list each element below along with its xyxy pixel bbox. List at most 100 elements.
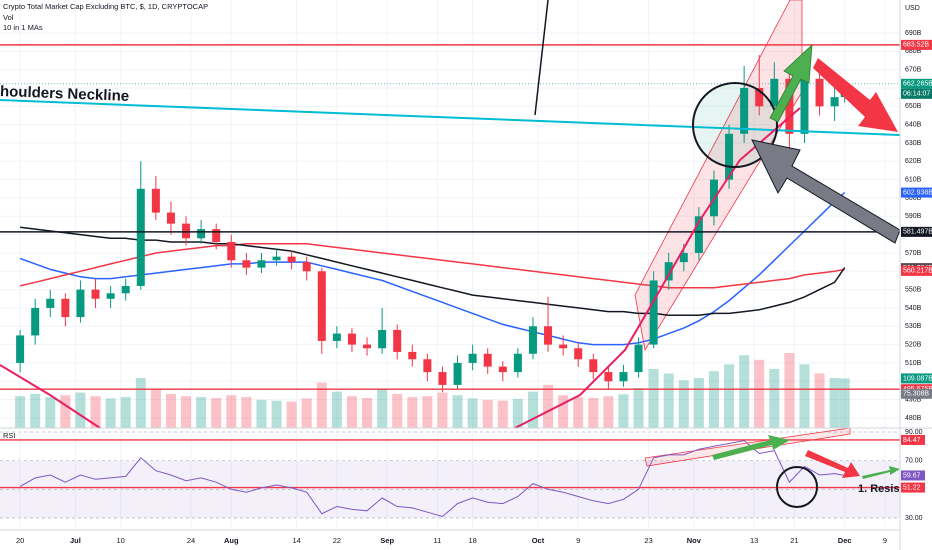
volume-bar	[839, 378, 850, 428]
y-tick-label: 490B	[905, 396, 922, 403]
candle-body	[61, 298, 70, 318]
volume-bar	[814, 373, 825, 428]
candle-body	[559, 344, 568, 349]
volume-bar	[165, 393, 176, 428]
volume-bar	[226, 395, 237, 428]
volume-bar	[452, 395, 463, 428]
rsi-line	[19, 440, 845, 518]
volume-bar	[708, 371, 719, 428]
volume-bar	[497, 400, 508, 428]
volume-bar	[769, 368, 780, 428]
candle-body	[528, 326, 537, 354]
volume-bar	[693, 378, 704, 428]
x-tick-label: 20	[16, 536, 24, 545]
candle-body	[31, 307, 40, 336]
grey-arrow	[751, 139, 901, 244]
y-tick-label: 30.00	[905, 515, 923, 522]
volume-bar	[407, 397, 418, 428]
annotation-over: houlders Neckline 1. Resista	[0, 0, 910, 508]
axis-bg	[0, 530, 932, 550]
x-tick-label: 10	[116, 536, 124, 545]
green-arrow	[769, 44, 813, 123]
annotation: 1. Resista	[858, 483, 910, 495]
moving-average	[19, 243, 845, 289]
y-tick-label: 570B	[905, 250, 922, 257]
candle-body	[242, 260, 251, 268]
candle-body	[619, 372, 628, 382]
candle-body	[423, 359, 432, 373]
rsi-tag-label: 59.67	[903, 472, 921, 479]
rsi-tag-label: 84.47	[903, 437, 921, 444]
rsi-red-arrow	[805, 450, 860, 478]
candle-body	[46, 298, 55, 308]
candle-body	[151, 188, 160, 213]
price-tag	[901, 226, 932, 237]
volume-bar	[271, 400, 282, 428]
candle-body	[91, 289, 100, 299]
chart-title: Crypto Total Market Cap Excluding BTC, $…	[3, 2, 208, 11]
candle-body	[725, 133, 734, 180]
y-tick-label: 640B	[905, 121, 922, 128]
volume-tag-label: 109.087B	[903, 375, 932, 382]
volume-bar	[678, 380, 689, 428]
grid-layer	[0, 0, 900, 530]
volume-bar	[648, 368, 659, 428]
price-tag-label: 662.265B	[903, 81, 932, 88]
volume-bar	[301, 398, 312, 428]
circle	[692, 82, 778, 168]
volume-bar	[543, 384, 554, 428]
moving-average	[20, 226, 846, 317]
volume-bar	[392, 393, 403, 428]
marks-layer	[0, 44, 900, 518]
x-tick-label: 11	[434, 536, 442, 545]
volume-bar	[724, 364, 735, 428]
y-tick-label: 630B	[905, 140, 922, 147]
volume-bar	[362, 398, 373, 428]
candle-body	[664, 262, 673, 281]
candle-body	[378, 329, 387, 349]
volume-bar	[105, 398, 116, 428]
x-tick-label: 14	[292, 536, 300, 545]
y-tick-label: 690B	[905, 30, 922, 37]
volume-bar	[346, 396, 357, 428]
volume-bar	[15, 396, 26, 428]
candle-body	[363, 344, 372, 349]
volume-bar	[467, 398, 478, 428]
candle-body	[227, 241, 236, 261]
x-tick-label: 13	[750, 536, 758, 545]
legend-note: 10 in 1 MAs	[3, 23, 43, 32]
volume-bar	[437, 392, 448, 428]
price-tag	[901, 187, 932, 198]
volume-tag	[901, 373, 932, 384]
candle-body	[347, 333, 356, 345]
rsi-tag	[901, 434, 925, 445]
candle-body	[755, 87, 764, 107]
volume-bar	[377, 389, 388, 428]
volume-bar	[331, 391, 342, 428]
volume-bar	[633, 388, 644, 428]
candle-body	[438, 372, 447, 385]
volume-bar	[618, 394, 629, 428]
volume-bar	[829, 378, 840, 428]
candle-body	[800, 78, 809, 134]
candle-body	[136, 188, 145, 286]
x-tick-label: 18	[468, 536, 476, 545]
countdown-bg	[901, 88, 932, 99]
rsi-circle	[776, 466, 818, 508]
candle-body	[408, 351, 417, 360]
volume-bar	[241, 397, 252, 428]
volume-bar	[482, 399, 493, 428]
price-tag-label: 683.52B	[903, 42, 929, 49]
candle-body	[393, 329, 402, 352]
y-tick-label: 70.00	[905, 458, 923, 465]
volume-bar	[181, 396, 192, 428]
x-tick-label: 9	[883, 536, 887, 545]
y-tick-label: 550B	[905, 286, 922, 293]
pane-title: RSI	[3, 431, 16, 440]
volume-bar	[75, 392, 86, 428]
candle-body	[513, 353, 522, 373]
y-tick-label: 610B	[905, 176, 922, 183]
